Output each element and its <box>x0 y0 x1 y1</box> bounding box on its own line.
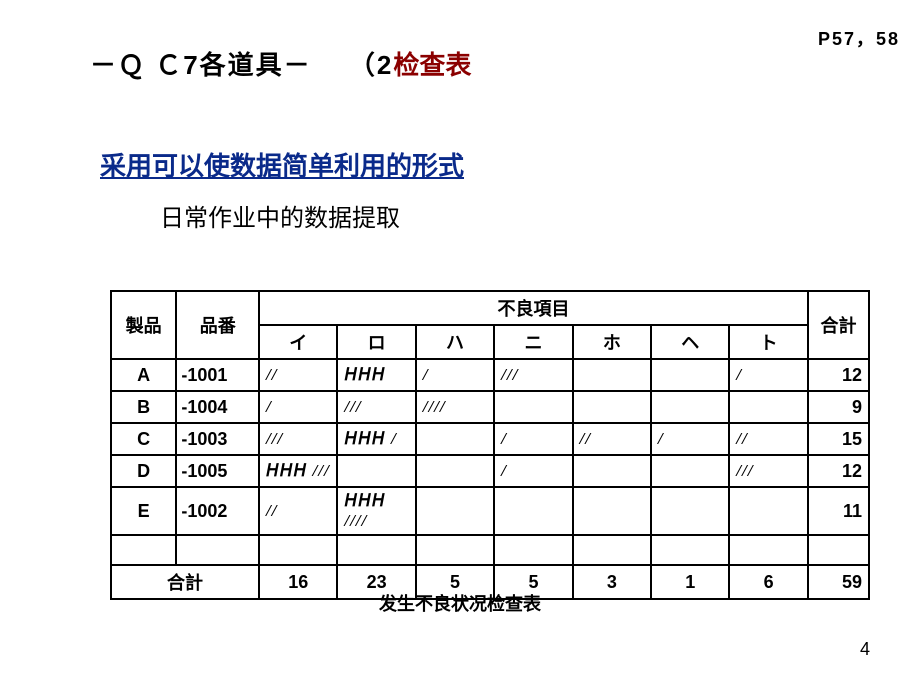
th-sub: ホ <box>573 325 651 359</box>
spacer-row <box>111 535 869 565</box>
page-number: 4 <box>860 639 870 660</box>
cell-product: B <box>111 391 176 423</box>
cell-tally <box>729 487 807 535</box>
title-highlight: 检查表 <box>393 50 471 80</box>
cell-code: -1001 <box>176 359 259 391</box>
cell-tally <box>651 487 729 535</box>
cell-code: -1002 <box>176 487 259 535</box>
cell-tally <box>416 455 494 487</box>
th-sub: ハ <box>416 325 494 359</box>
cell-tally <box>573 391 651 423</box>
cell-code: -1004 <box>176 391 259 423</box>
th-sub: イ <box>259 325 337 359</box>
cell-tally <box>416 487 494 535</box>
cell-tally <box>494 391 572 423</box>
cell-tally <box>494 487 572 535</box>
cell-tally <box>573 359 651 391</box>
th-sub: ト <box>729 325 807 359</box>
cell-tally: // <box>259 359 337 391</box>
table-row: C -1003 /// 𝘏𝘏𝘏 / / // / // 15 <box>111 423 869 455</box>
table-row: A -1001 // 𝘏𝘏𝘏 / /// / 12 <box>111 359 869 391</box>
table-row: E -1002 // 𝘏𝘏𝘏 //// 11 <box>111 487 869 535</box>
cell-tally: 𝘏𝘏𝘏 / <box>337 423 415 455</box>
table-row: D -1005 𝘏𝘏𝘏 /// / /// 12 <box>111 455 869 487</box>
slide-title: －Ｑ Ｃ7各道具－ （2检查表 <box>90 45 471 82</box>
cell-total: 9 <box>808 391 869 423</box>
cell-total: 12 <box>808 455 869 487</box>
th-product: 製品 <box>111 291 176 359</box>
cell-tally: //// <box>416 391 494 423</box>
th-total: 合計 <box>808 291 869 359</box>
cell-tally: /// <box>729 455 807 487</box>
subtitle: 采用可以使数据简单利用的形式 <box>100 146 464 183</box>
th-sub: ニ <box>494 325 572 359</box>
cell-tally: / <box>729 359 807 391</box>
cell-tally: / <box>416 359 494 391</box>
cell-code: -1003 <box>176 423 259 455</box>
cell-tally <box>573 455 651 487</box>
th-defect-group: 不良項目 <box>259 291 808 325</box>
cell-tally <box>651 391 729 423</box>
cell-tally: 𝘏𝘏𝘏 /// <box>259 455 337 487</box>
cell-total: 11 <box>808 487 869 535</box>
check-sheet-table: 製品 品番 不良項目 合計 イ ロ ハ ニ ホ ヘ ト A -1001 // 𝘏… <box>110 290 870 600</box>
cell-tally: // <box>573 423 651 455</box>
cell-tally: / <box>259 391 337 423</box>
th-sub: ロ <box>337 325 415 359</box>
cell-total: 12 <box>808 359 869 391</box>
cell-product: E <box>111 487 176 535</box>
cell-tally: 𝘏𝘏𝘏 <box>337 359 415 391</box>
cell-product: A <box>111 359 176 391</box>
cell-product: C <box>111 423 176 455</box>
cell-tally <box>651 455 729 487</box>
cell-total: 15 <box>808 423 869 455</box>
table-row: B -1004 / /// //// 9 <box>111 391 869 423</box>
cell-tally <box>337 455 415 487</box>
cell-product: D <box>111 455 176 487</box>
cell-tally: /// <box>337 391 415 423</box>
cell-tally: / <box>494 423 572 455</box>
th-sub: ヘ <box>651 325 729 359</box>
cell-tally: / <box>494 455 572 487</box>
cell-tally <box>729 391 807 423</box>
cell-code: -1005 <box>176 455 259 487</box>
cell-tally: 𝘏𝘏𝘏 //// <box>337 487 415 535</box>
cell-tally <box>651 359 729 391</box>
cell-tally: /// <box>259 423 337 455</box>
cell-tally <box>416 423 494 455</box>
page-reference: P57，58 <box>818 25 900 51</box>
cell-tally: / <box>651 423 729 455</box>
cell-tally: // <box>729 423 807 455</box>
description: 日常作业中的数据提取 <box>160 198 400 233</box>
title-paren: （2 <box>349 50 393 80</box>
cell-tally: /// <box>494 359 572 391</box>
cell-tally <box>573 487 651 535</box>
table-caption: 发生不良状况检查表 <box>0 590 920 616</box>
title-prefix: －Ｑ Ｃ7各道具－ <box>90 50 312 80</box>
cell-tally: // <box>259 487 337 535</box>
th-code: 品番 <box>176 291 259 359</box>
